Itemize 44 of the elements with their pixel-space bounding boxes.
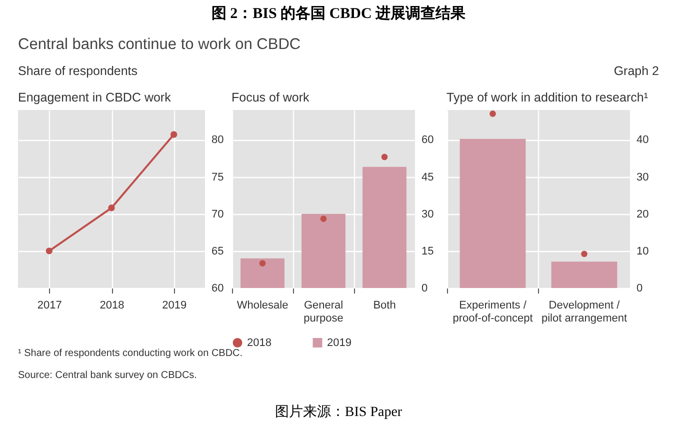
- bar: [240, 258, 284, 288]
- y-tick-label: 60: [422, 134, 434, 146]
- text: ¹ Share of respondents conducting work on CBDC.: [18, 348, 243, 359]
- y-tick-label: 75: [212, 171, 224, 184]
- x-tick-label: 2018: [100, 300, 124, 312]
- bar: [302, 214, 346, 288]
- y-tick-label: 10: [636, 245, 649, 258]
- legend-label: 2019: [327, 336, 352, 349]
- x-tick-label: 2019: [162, 300, 187, 312]
- y-tick-label: 15: [422, 245, 434, 258]
- legend-label: 2018: [247, 336, 272, 349]
- text: 图片来源：BIS Paper: [274, 404, 404, 421]
- point: [108, 204, 115, 212]
- y-tick-label: 70: [212, 208, 224, 220]
- chart-title: Type of work in addition to research¹: [446, 90, 648, 104]
- text: Central banks continue to work on CBDC: [18, 36, 301, 54]
- x-tick-label: 2017: [37, 300, 62, 312]
- text: 图 2：BIS 的各国 CBDC 进展调查结果: [210, 4, 467, 23]
- x-tick-label: Experiments / proof-of-concept: [452, 300, 533, 324]
- y-tick-label: 30: [636, 171, 649, 184]
- y-tick-label: 20: [636, 208, 649, 220]
- point: [381, 154, 388, 160]
- point: [46, 248, 53, 254]
- point: [320, 216, 327, 222]
- x-tick-label: Wholesale: [236, 300, 288, 312]
- y-tick-label: 80: [212, 134, 224, 146]
- bar: [362, 166, 406, 288]
- y-tick-label: 0: [636, 282, 643, 294]
- point: [170, 131, 178, 138]
- y-tick-label: 40: [636, 134, 649, 146]
- x-tick-label: General purpose: [304, 300, 344, 324]
- chart-title: Focus of work: [232, 90, 310, 104]
- y-tick-label: 45: [422, 171, 434, 184]
- y-tick-label: 65: [212, 245, 224, 258]
- y-tick-label: 30: [422, 208, 434, 220]
- x-tick-label: Development / pilot arrangement: [541, 300, 628, 324]
- point: [259, 260, 266, 266]
- source-note: Source: Central bank survey on CBDCs.: [18, 370, 197, 381]
- y-tick-label: 60: [212, 282, 224, 294]
- x-tick-label: Both: [373, 300, 396, 312]
- y-tick-label: 0: [422, 282, 428, 294]
- text: Share of respondents: [18, 64, 138, 78]
- caption: Graph 2: [614, 64, 659, 78]
- chart-title: Engagement in CBDC work: [18, 90, 172, 104]
